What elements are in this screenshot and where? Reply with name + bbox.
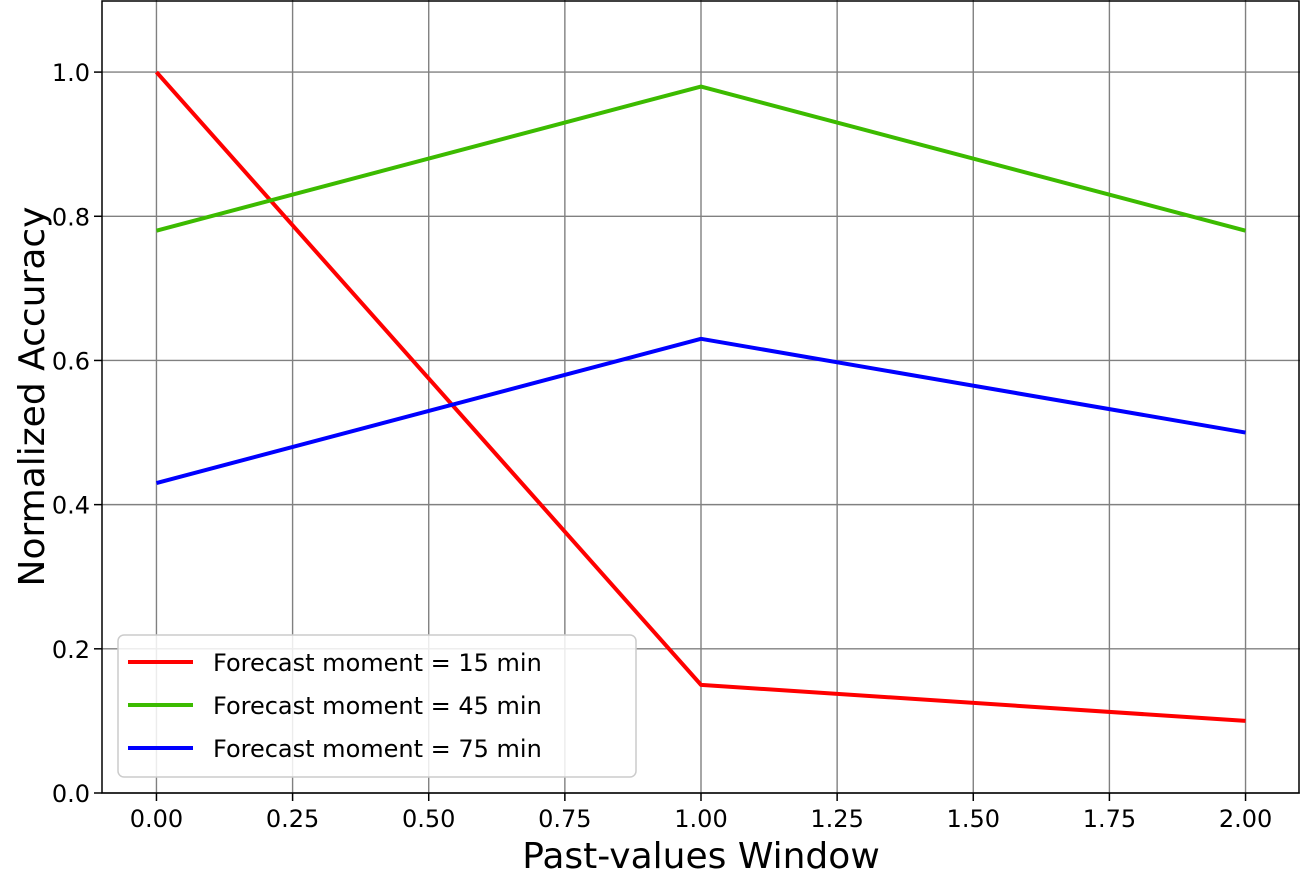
x-tick-label: 1.25 (810, 805, 863, 833)
x-tick-label: 1.75 (1083, 805, 1136, 833)
series-layer (154, 70, 1247, 723)
y-tick-label: 0.8 (52, 203, 90, 231)
y-tick-label: 1.0 (52, 59, 90, 87)
y-tick-label: 0.4 (52, 492, 90, 520)
y-tick-label: 0.6 (52, 347, 90, 375)
y-tick-label: 0.2 (52, 636, 90, 664)
x-tick-label: 0.75 (538, 805, 591, 833)
x-tick-label: 0.50 (402, 805, 455, 833)
x-tick-label: 1.50 (947, 805, 1000, 833)
y-tick-label: 0.0 (52, 780, 90, 808)
legend: Forecast moment = 15 min Forecast moment … (117, 634, 637, 778)
legend-box (117, 634, 637, 778)
legend-label: Forecast moment = 75 min (213, 735, 542, 763)
x-axis-ticks: 0.00 0.25 0.50 0.75 1.00 1.25 1.50 1.75 2.00 (130, 793, 1272, 833)
legend-label: Forecast moment = 15 min (213, 649, 542, 677)
x-tick-label: 0.00 (130, 805, 183, 833)
x-tick-label: 2.00 (1219, 805, 1272, 833)
y-axis-ticks: 0.0 0.2 0.4 0.6 0.8 1.0 (52, 59, 102, 808)
y-axis-title: Normalized Accuracy (12, 207, 53, 587)
x-tick-label: 1.00 (674, 805, 727, 833)
series-line-3 (155, 336, 1246, 485)
x-tick-label: 0.25 (266, 805, 319, 833)
series-line-1 (154, 70, 1246, 723)
series-line-2 (155, 84, 1247, 233)
x-axis-title: Past-values Window (522, 836, 880, 869)
legend-label: Forecast moment = 45 min (213, 692, 542, 720)
